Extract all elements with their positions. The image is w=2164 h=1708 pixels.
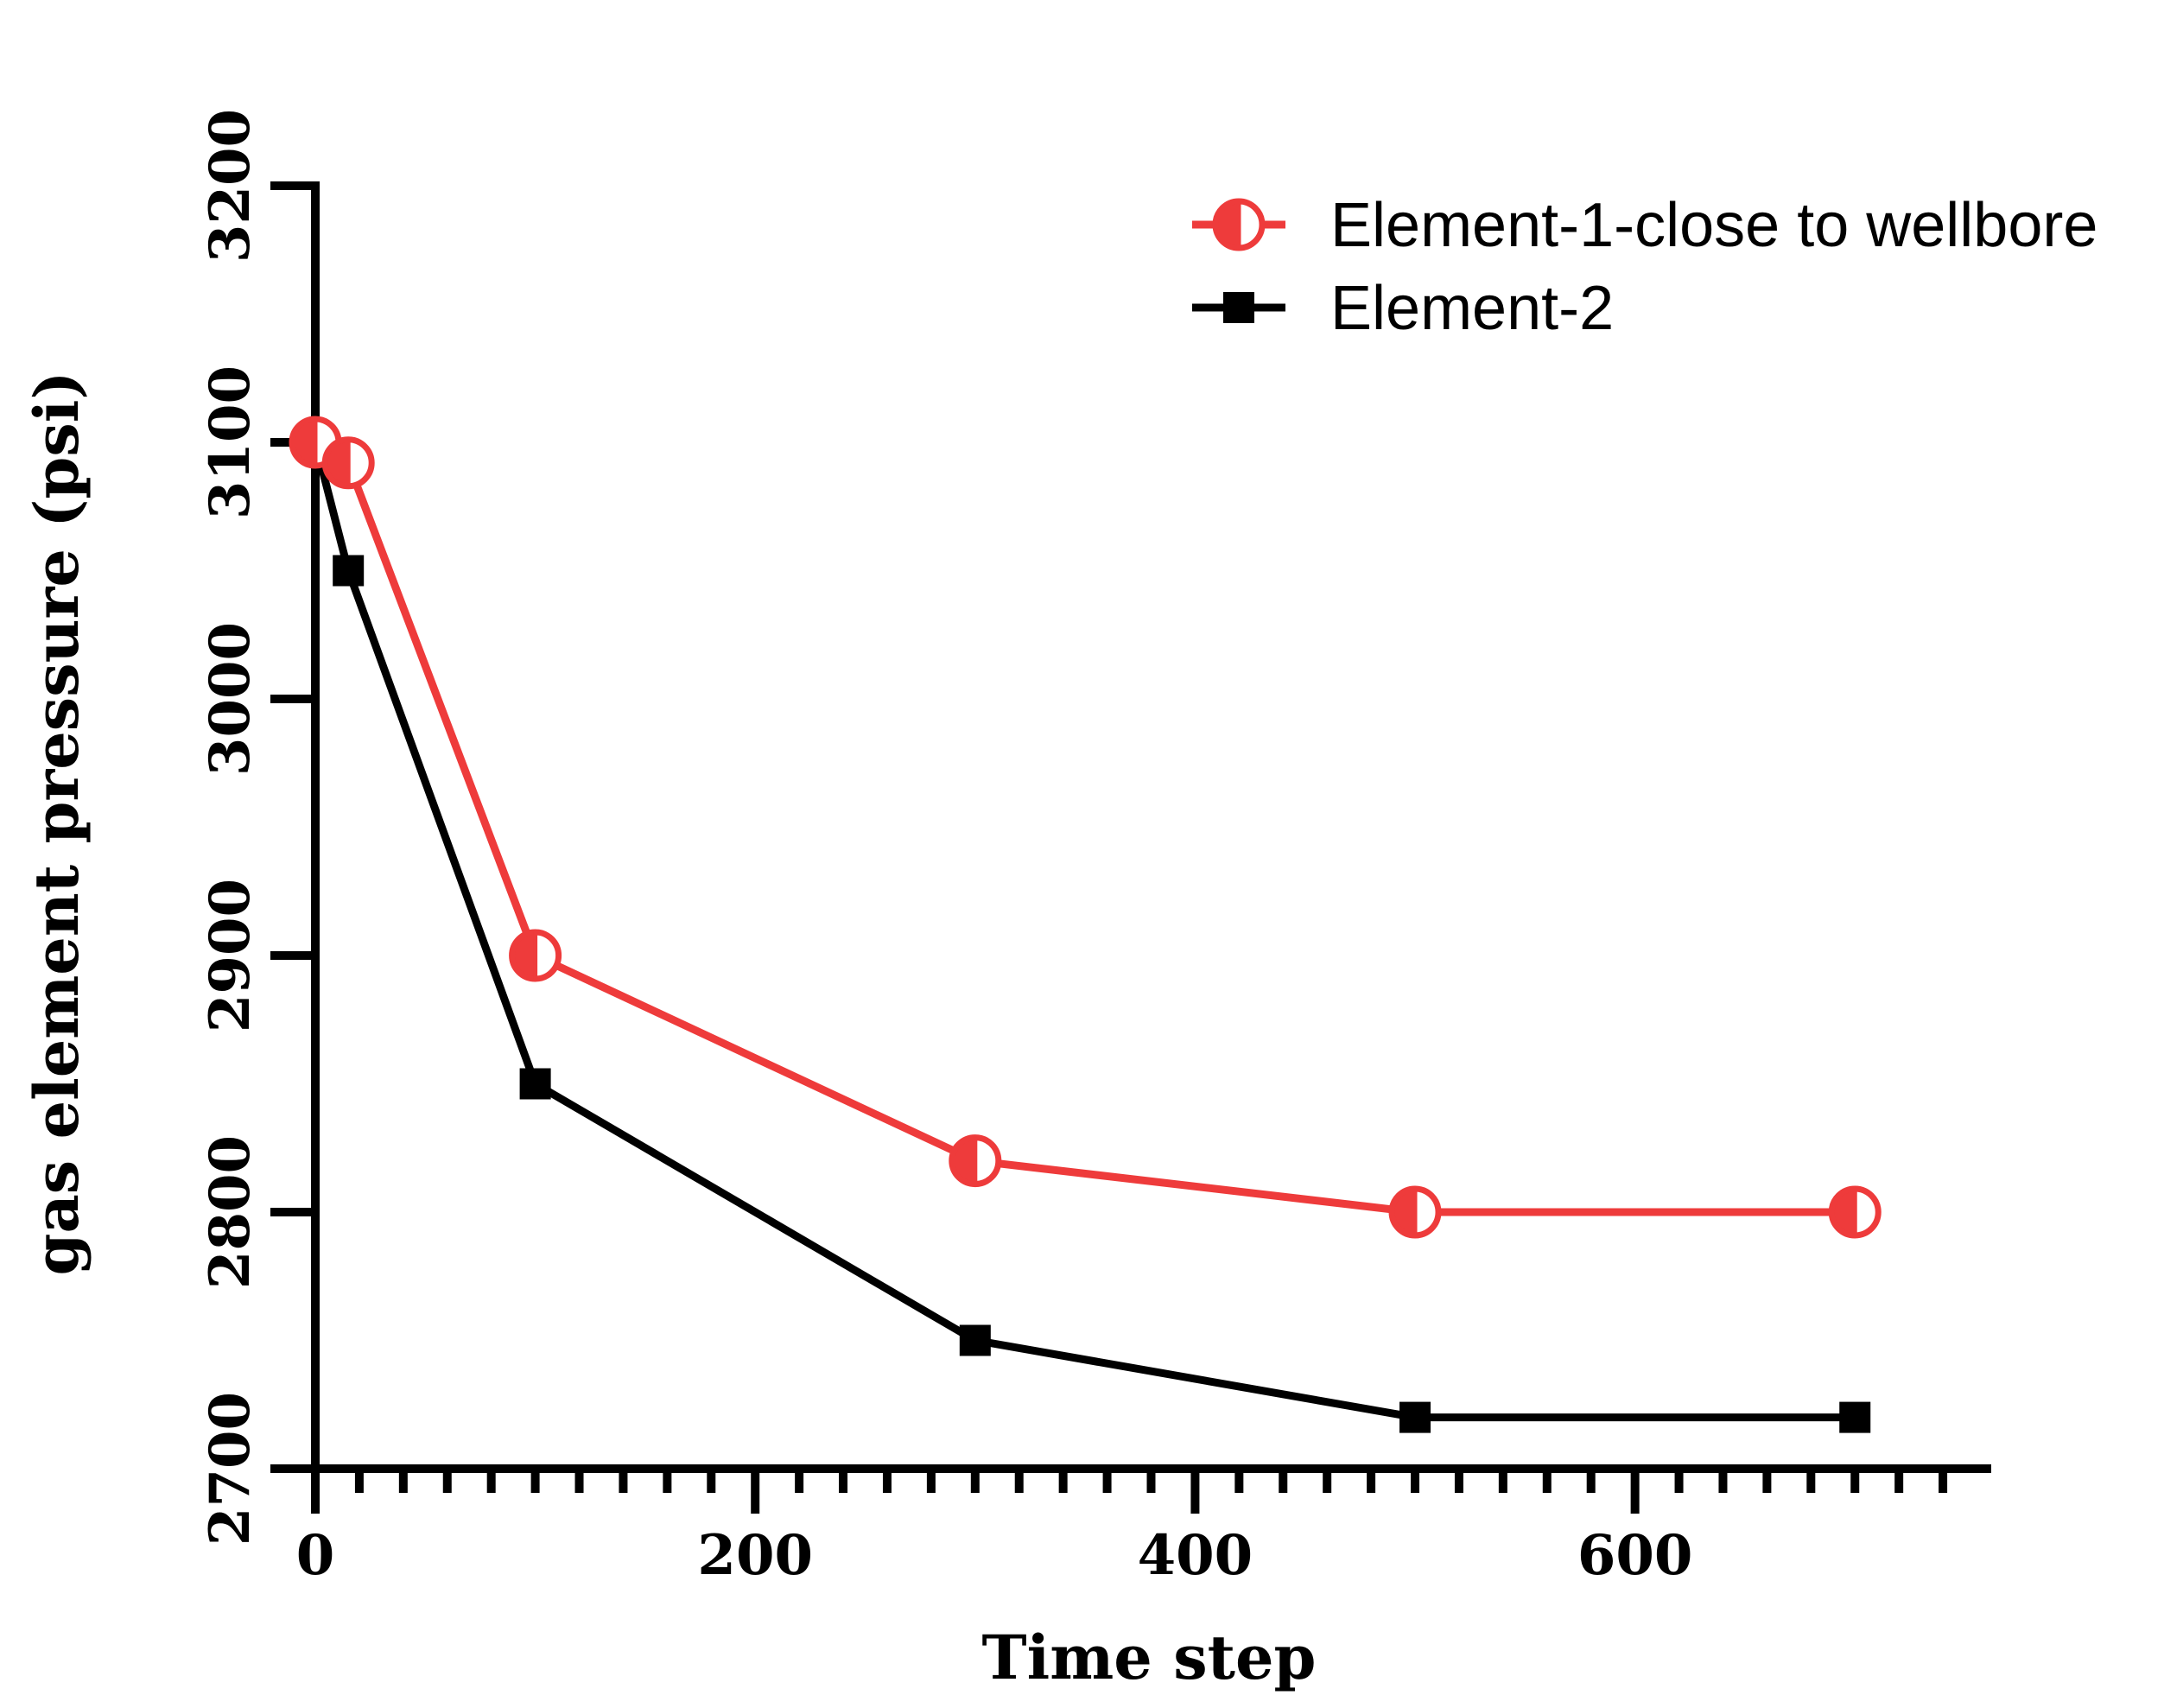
data-point bbox=[289, 416, 342, 469]
legend-label: Element-2 bbox=[1330, 274, 1614, 343]
legend-marker bbox=[1223, 292, 1254, 323]
x-tick-label: 0 bbox=[296, 1523, 335, 1588]
y-tick-label: 3200 bbox=[198, 109, 263, 263]
data-point bbox=[1388, 1185, 1442, 1239]
y-tick-label: 2800 bbox=[198, 1135, 263, 1289]
data-point bbox=[509, 929, 562, 982]
x-tick-label: 400 bbox=[1138, 1523, 1253, 1588]
y-tick-label: 2700 bbox=[198, 1392, 263, 1546]
data-point bbox=[959, 1324, 991, 1356]
series-1 bbox=[289, 416, 1882, 1239]
legend: Element-1-close to wellbore Element-2 bbox=[1192, 191, 2097, 343]
y-tick-label: 3100 bbox=[198, 365, 263, 519]
data-point bbox=[1828, 1185, 1882, 1239]
x-axis-title: Time step bbox=[982, 1622, 1317, 1693]
legend-item: Element-2 bbox=[1192, 274, 1614, 343]
data-point bbox=[321, 436, 375, 490]
x-tick-label: 200 bbox=[697, 1523, 813, 1588]
series-layer bbox=[289, 416, 1882, 1433]
x-axis-ticks: 0 200 400 600 bbox=[296, 1469, 1948, 1588]
data-point bbox=[1399, 1401, 1431, 1433]
y-tick-label: 2900 bbox=[198, 879, 263, 1032]
legend-marker bbox=[1212, 198, 1266, 251]
y-axis-ticks: 2700 2800 2900 3000 3100 3200 bbox=[198, 109, 315, 1546]
legend-label: Element-1-close to wellbore bbox=[1330, 191, 2097, 260]
legend-item: Element-1-close to wellbore bbox=[1192, 191, 2097, 260]
x-tick-label: 600 bbox=[1577, 1523, 1693, 1588]
axes: 2700 2800 2900 3000 3100 3200 0 200 400 600 bbox=[198, 109, 1991, 1588]
y-tick-label: 3000 bbox=[198, 622, 263, 776]
y-axis-title: gas element pressure (psi) bbox=[21, 371, 92, 1276]
series-line bbox=[311, 441, 1856, 1422]
data-point bbox=[519, 1068, 551, 1100]
data-point bbox=[333, 555, 365, 587]
data-point bbox=[1839, 1401, 1871, 1433]
data-point bbox=[949, 1134, 1002, 1188]
